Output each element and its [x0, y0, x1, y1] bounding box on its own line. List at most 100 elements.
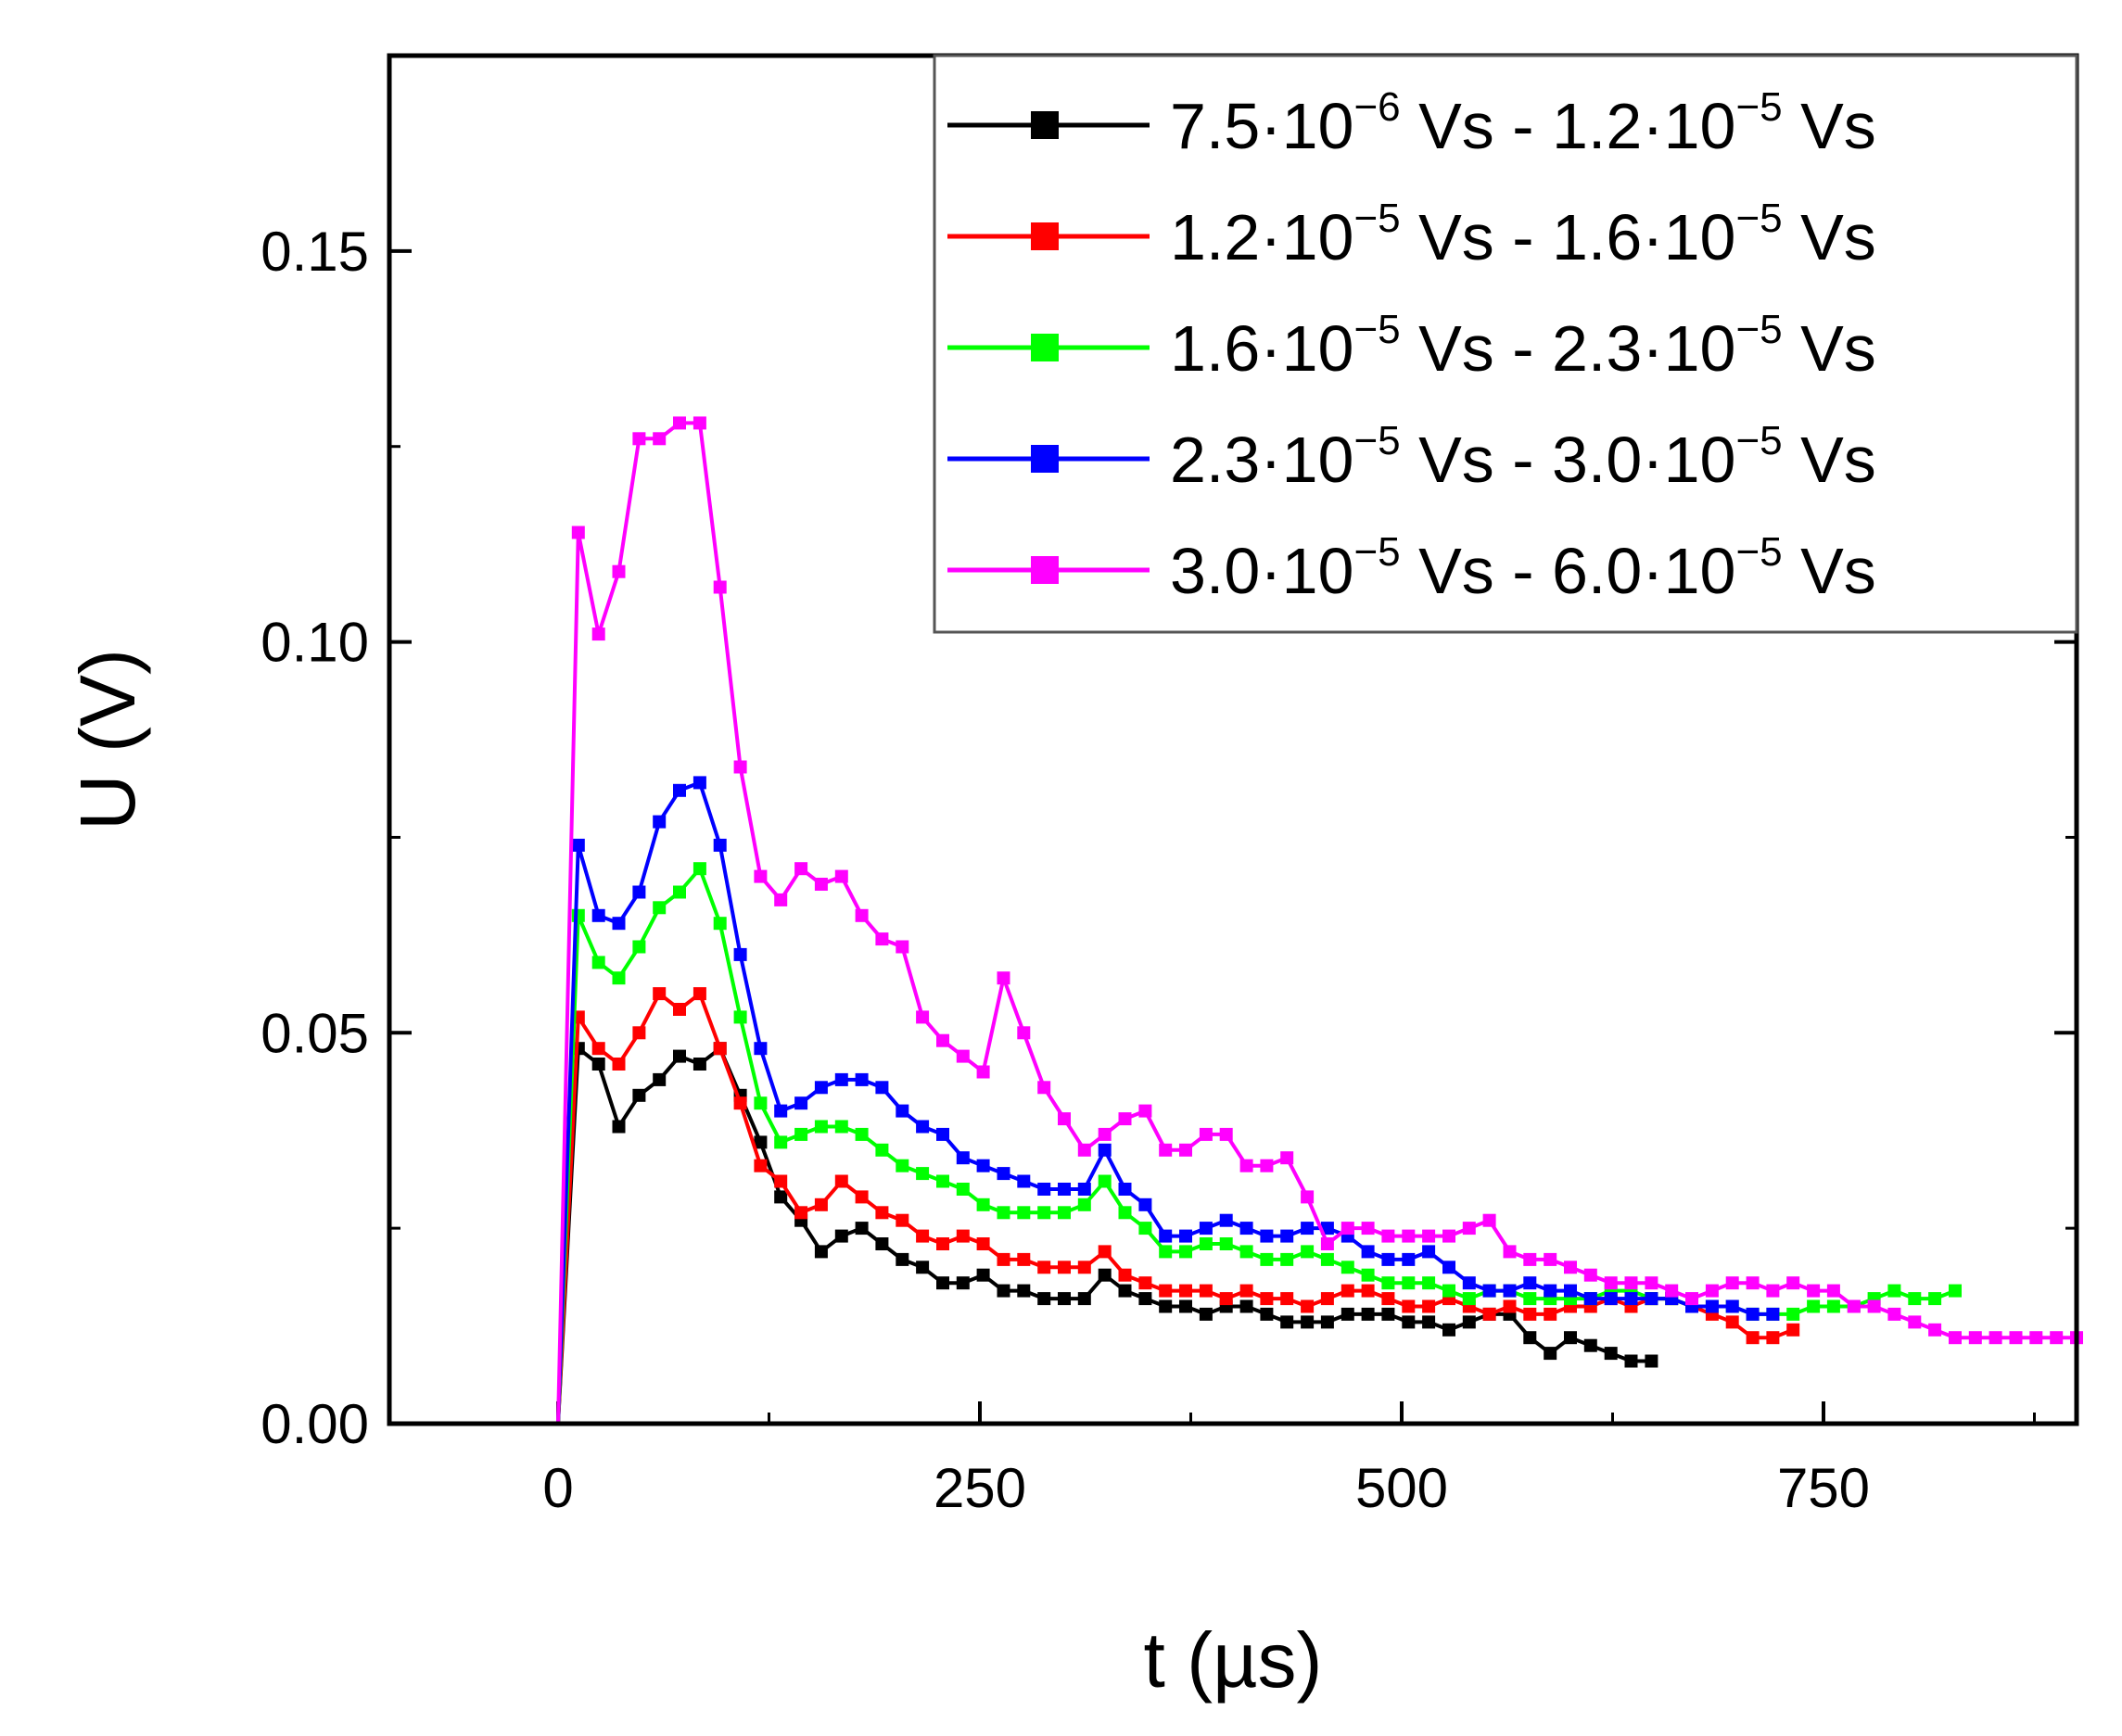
series-4-point	[814, 1081, 828, 1095]
series-3-point	[1320, 1252, 1334, 1266]
series-4-point	[1402, 1252, 1416, 1266]
series-3-point	[1361, 1268, 1375, 1282]
series-5-point	[1645, 1276, 1658, 1290]
series-4-point	[855, 1072, 869, 1086]
series-4-point	[571, 838, 585, 852]
series-2-point	[1320, 1292, 1334, 1306]
series-4-point	[1705, 1299, 1719, 1313]
series-4-point	[1746, 1307, 1760, 1321]
series-5-point	[1989, 1331, 2002, 1345]
series-1-point	[896, 1252, 909, 1266]
series-1-point	[1058, 1292, 1071, 1306]
series-5-point	[814, 878, 828, 891]
series-3-point	[1098, 1174, 1112, 1188]
series-1-point	[1280, 1315, 1294, 1329]
series-4-point	[1544, 1284, 1557, 1298]
series-5-point	[1179, 1143, 1192, 1157]
series-5-point	[693, 416, 706, 430]
y-tick-label: 0.00	[260, 1393, 369, 1455]
series-4-point	[834, 1072, 848, 1086]
series-2-point	[1077, 1261, 1091, 1274]
series-4-point	[1422, 1245, 1436, 1259]
series-5-point	[1301, 1190, 1315, 1204]
series-2-point	[875, 1206, 889, 1220]
series-5-point	[571, 526, 585, 539]
series-4-point	[1381, 1252, 1395, 1266]
series-2-point	[713, 1042, 727, 1056]
series-5-point	[591, 627, 605, 641]
series-4-point	[1766, 1307, 1780, 1321]
series-5-point	[1341, 1222, 1354, 1235]
series-5-point	[1280, 1151, 1294, 1165]
series-1-point	[1442, 1323, 1455, 1337]
series-1-point	[1037, 1292, 1051, 1306]
series-2-point	[1482, 1307, 1496, 1321]
series-2-point	[1159, 1284, 1173, 1298]
series-5-point	[1462, 1222, 1476, 1235]
series-5-point	[1826, 1284, 1840, 1298]
series-4-point	[1138, 1197, 1152, 1211]
series-1-point	[855, 1222, 869, 1235]
series-5-point	[875, 932, 889, 946]
series-3-point	[1179, 1245, 1192, 1259]
series-5-point	[1098, 1127, 1112, 1141]
series-5-point	[834, 869, 848, 883]
series-1-point	[1098, 1268, 1112, 1282]
series-4-point	[653, 815, 667, 829]
series-4-point	[754, 1042, 768, 1056]
series-2-point	[1239, 1284, 1253, 1298]
series-4-point	[794, 1096, 808, 1110]
series-4-point	[1564, 1284, 1577, 1298]
series-1-point	[1341, 1307, 1354, 1321]
series-1-point	[693, 1058, 706, 1071]
series-5-point	[1968, 1331, 1982, 1345]
series-2-point	[1179, 1284, 1192, 1298]
series-4-point	[1301, 1222, 1315, 1235]
series-4-point	[1118, 1183, 1132, 1196]
series-3-point	[612, 971, 626, 985]
series-3-point	[936, 1174, 949, 1188]
series-5-point	[1017, 1026, 1031, 1040]
series-4-point	[612, 917, 626, 931]
series-2-point	[1725, 1315, 1739, 1329]
series-4-point	[1077, 1183, 1091, 1196]
series-5-point	[1685, 1292, 1698, 1306]
series-5-point	[1138, 1104, 1152, 1118]
series-5-point	[1949, 1331, 1962, 1345]
series-4-point	[956, 1151, 970, 1165]
series-1-point	[1301, 1315, 1315, 1329]
series-2-point	[1361, 1284, 1375, 1298]
series-3-point	[1219, 1237, 1233, 1250]
series-5-point	[1867, 1299, 1881, 1313]
series-3-point	[1199, 1237, 1213, 1250]
series-4-point	[1725, 1299, 1739, 1313]
series-2-point	[1786, 1323, 1800, 1337]
series-2-point	[1037, 1261, 1051, 1274]
series-5-point	[1928, 1323, 1942, 1337]
series-1-point	[653, 1072, 667, 1086]
series-1-point	[875, 1237, 889, 1250]
series-1-point	[1017, 1284, 1031, 1298]
series-3-point	[693, 862, 706, 876]
series-5-point	[855, 908, 869, 922]
series-4-point	[591, 908, 605, 922]
series-3-point	[1017, 1206, 1031, 1220]
series-5-point	[916, 1010, 930, 1024]
series-2-point	[855, 1190, 869, 1204]
series-3-point	[1402, 1276, 1416, 1290]
series-2-point	[632, 1026, 646, 1040]
series-1-point	[754, 1135, 768, 1149]
series-2-point	[834, 1174, 848, 1188]
series-5-point	[1523, 1252, 1537, 1266]
series-2-point	[997, 1252, 1010, 1266]
legend-label-4: 2.3·10−5 Vs - 3.0·10−5 Vs	[1170, 418, 1876, 496]
series-3-point	[774, 1135, 788, 1149]
series-4-point	[896, 1104, 909, 1118]
series-2-point	[591, 1042, 605, 1056]
series-2-point	[653, 987, 667, 1001]
series-4-point	[1037, 1183, 1051, 1196]
series-5-point	[1219, 1127, 1233, 1141]
legend: 7.5·10−6 Vs - 1.2·10−5 Vs 1.2·10−5 Vs - 1…	[933, 54, 2078, 634]
series-3-point	[896, 1159, 909, 1172]
series-1-point	[916, 1261, 930, 1274]
